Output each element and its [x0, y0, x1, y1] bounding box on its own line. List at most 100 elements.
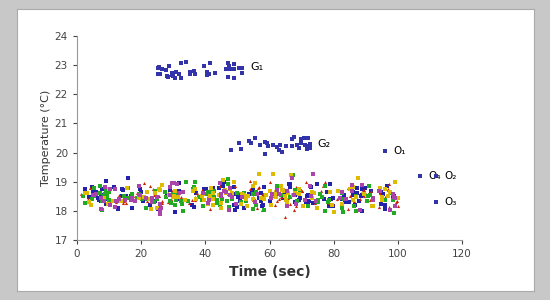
Point [295, 186, 304, 191]
Point [326, 196, 335, 201]
Point [254, 196, 263, 201]
Point [294, 145, 303, 150]
Point [136, 190, 145, 194]
Point [81, 187, 90, 192]
Point [302, 144, 311, 149]
Point [389, 211, 398, 216]
Point [271, 194, 280, 199]
Point [271, 202, 280, 207]
Point [351, 195, 360, 200]
Point [326, 182, 334, 186]
Point [358, 208, 367, 213]
Point [120, 198, 129, 203]
Point [338, 209, 347, 214]
Point [89, 194, 98, 198]
Point [190, 72, 199, 77]
Point [97, 207, 106, 212]
Point [172, 190, 181, 195]
Point [114, 199, 123, 204]
Point [336, 190, 345, 194]
Point [174, 195, 183, 200]
Point [298, 189, 307, 194]
Point [134, 196, 143, 200]
Point [236, 199, 245, 204]
Point [353, 191, 361, 196]
Point [381, 187, 389, 191]
Point [76, 191, 85, 196]
Point [151, 198, 160, 203]
Point [284, 191, 293, 196]
Point [177, 60, 186, 65]
Point [349, 203, 358, 208]
Point [355, 207, 364, 212]
Point [215, 193, 224, 198]
Point [277, 184, 286, 189]
Point [199, 191, 208, 196]
Point [348, 185, 357, 190]
Point [388, 191, 397, 196]
Point [258, 207, 267, 212]
Point [367, 188, 376, 193]
Point [359, 192, 368, 197]
Point [365, 192, 374, 197]
Text: G₂: G₂ [318, 140, 331, 149]
Point [266, 180, 274, 185]
Point [168, 188, 177, 193]
Point [100, 196, 108, 201]
Point [378, 194, 387, 199]
Point [278, 150, 287, 154]
Point [175, 71, 184, 76]
Point [392, 199, 401, 204]
Point [263, 141, 272, 146]
Point [379, 192, 388, 197]
Point [296, 137, 305, 142]
Point [190, 180, 199, 185]
Point [182, 60, 191, 65]
Point [309, 172, 317, 177]
Point [153, 72, 162, 76]
Point [242, 199, 251, 204]
Point [256, 199, 265, 203]
Point [134, 184, 143, 188]
Point [246, 178, 255, 183]
Point [321, 183, 329, 188]
Text: O₃: O₃ [444, 197, 456, 207]
Point [254, 185, 263, 190]
Point [286, 172, 295, 177]
Point [272, 184, 281, 188]
Point [106, 202, 114, 207]
Point [260, 185, 268, 190]
Point [232, 202, 241, 206]
Point [150, 188, 159, 193]
Point [204, 201, 212, 206]
Point [223, 177, 232, 182]
Point [182, 179, 190, 184]
Point [280, 191, 289, 196]
Point [224, 181, 233, 186]
Point [155, 202, 164, 206]
Point [205, 192, 214, 197]
Point [355, 197, 364, 202]
Point [301, 142, 310, 147]
Point [211, 71, 219, 76]
Point [217, 184, 226, 189]
Point [389, 194, 398, 198]
Point [245, 187, 254, 191]
Point [367, 188, 376, 193]
Point [249, 196, 257, 201]
Point [187, 197, 196, 202]
Point [188, 186, 197, 191]
Point [112, 198, 120, 203]
Point [236, 202, 245, 207]
Point [249, 186, 258, 191]
Point [261, 193, 270, 198]
Point [251, 190, 260, 195]
Point [100, 196, 108, 201]
Point [344, 207, 353, 212]
Point [336, 195, 345, 200]
Point [128, 192, 136, 197]
Point [323, 200, 332, 204]
Point [203, 72, 212, 77]
Point [381, 206, 390, 211]
Point [161, 190, 169, 194]
